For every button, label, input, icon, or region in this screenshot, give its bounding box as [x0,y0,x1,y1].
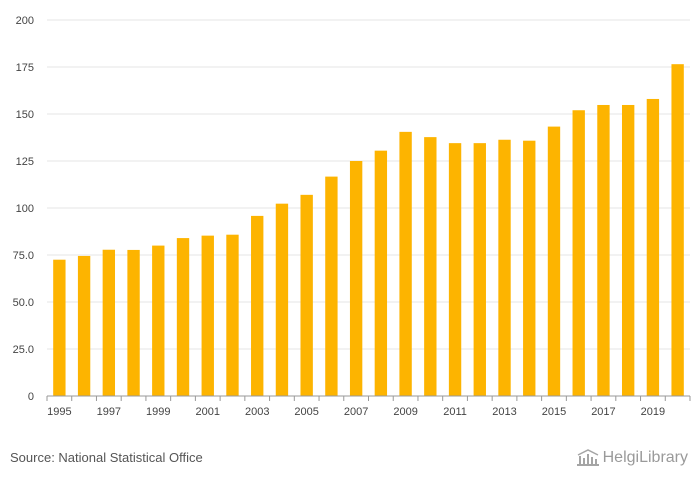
y-tick-label: 150 [16,109,34,121]
brand-name: HelgiLibrary [602,449,688,466]
bar-2020[interactable] [671,64,684,397]
x-tick-label: 1995 [47,406,71,418]
bar-1999[interactable] [152,245,165,396]
x-tick-label: 2013 [492,406,516,418]
x-tick-label: 2001 [196,406,220,418]
bar-1998[interactable] [127,249,140,396]
bar-2017[interactable] [597,104,610,396]
bar-1995[interactable] [53,259,66,396]
bar-2000[interactable] [176,238,190,396]
bar-2012[interactable] [473,143,486,396]
bar-1997[interactable] [102,249,116,396]
bars [53,64,684,397]
bar-2014[interactable] [523,140,536,396]
bar-2015[interactable] [547,126,561,396]
bar-2009[interactable] [399,131,412,397]
y-tick-label: 175 [16,62,34,74]
bar-2006[interactable] [325,176,338,396]
x-tick-label: 2009 [393,406,417,418]
bar-2013[interactable] [498,139,511,397]
source-note: Source: National Statistical Office [10,450,203,465]
x-tick-label: 1999 [146,406,170,418]
bar-2011[interactable] [448,143,462,396]
library-icon [576,449,599,466]
bar-2001[interactable] [201,235,214,396]
x-tick-label: 2003 [245,406,269,418]
x-tick-label: 2019 [641,406,665,418]
bar-2002[interactable] [226,234,239,396]
bar-2018[interactable] [621,104,635,396]
grid-lines [47,19,690,350]
x-tick-label: 2017 [591,406,615,418]
y-tick-label: 25.0 [13,344,34,356]
y-tick-label: 0 [28,391,34,403]
bar-2003[interactable] [251,215,264,396]
bar-2010[interactable] [424,137,437,396]
x-tick-label: 2005 [294,406,318,418]
helgilibrary-logo[interactable]: HelgiLibrary [576,449,688,467]
x-tick-label: 2007 [344,406,368,418]
bar-2008[interactable] [374,150,388,396]
y-tick-label: 200 [16,15,34,27]
y-tick-label: 100 [16,203,34,215]
y-tick-label: 125 [16,156,34,168]
x-tick-label: 2011 [443,406,467,418]
axes [46,395,691,401]
bar-1996[interactable] [77,255,91,396]
bar-chart: 0 25.0 50.0 75.0 100 125 150 175 200 1995 1997 1999… [13,15,691,418]
y-tick-label: 50.0 [13,297,34,309]
bar-2019[interactable] [646,98,660,397]
bar-2016[interactable] [572,110,585,397]
y-tick-label: 75.0 [13,250,34,262]
bar-2007[interactable] [349,161,363,396]
bar-2005[interactable] [300,194,313,396]
bar-2004[interactable] [275,203,289,396]
x-tick-label: 1997 [97,406,121,418]
tick-labels: 0 25.0 50.0 75.0 100 125 150 175 200 1995 1997 1999… [13,15,666,418]
x-tick-label: 2015 [542,406,566,418]
